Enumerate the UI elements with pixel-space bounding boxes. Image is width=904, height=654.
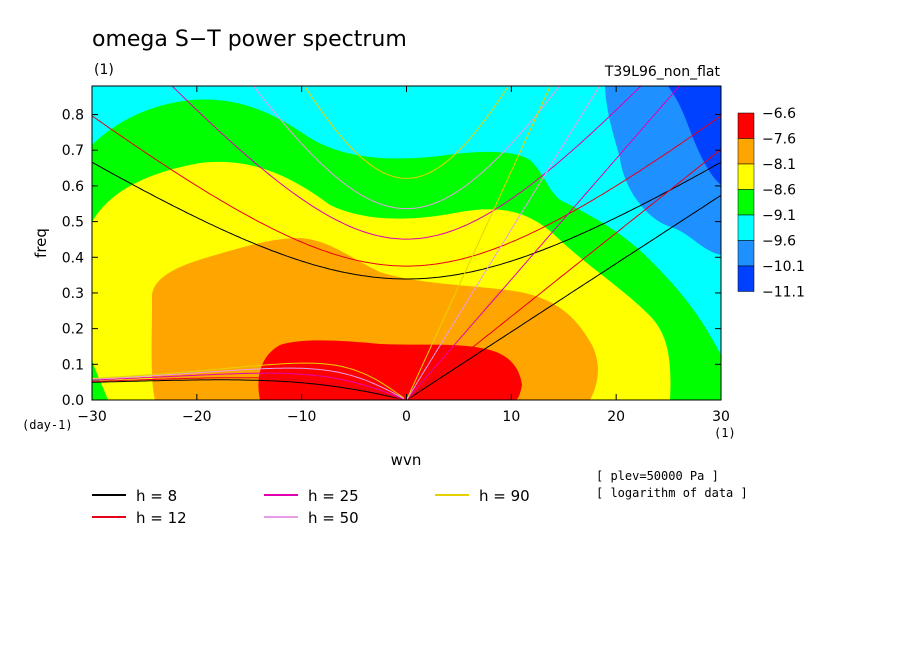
x-axis: −30 −20 −10 0 10 20 30 <box>77 86 730 425</box>
y-tick-label: 0.5 <box>62 215 84 231</box>
x-tick-label: −10 <box>287 409 317 425</box>
x-tick-label: −30 <box>77 409 107 425</box>
colorbar-label: −8.6 <box>762 183 796 199</box>
colorbar-swatch <box>737 112 755 139</box>
y-axis: 0.0 0.1 0.2 0.3 0.4 0.5 0.6 0.7 0.8 <box>62 108 721 409</box>
legend-label: h = 8 <box>136 487 177 505</box>
gravity-wave-curve <box>92 161 721 280</box>
colorbar-swatch <box>737 214 755 241</box>
colorbar-label: −9.6 <box>762 234 796 250</box>
note-plev: [ plev=50000 Pa ] <box>596 469 719 483</box>
kelvin-curve <box>406 86 681 400</box>
legend-label: h = 25 <box>308 487 359 505</box>
note-logarithm: [ logarithm of data ] <box>596 486 748 500</box>
y-tick-label: 0.8 <box>62 108 84 124</box>
rossby-curve <box>92 367 405 400</box>
colorbar-label: −10.1 <box>762 259 805 275</box>
dispersion-curves <box>92 86 721 400</box>
colorbar-swatch <box>737 265 755 292</box>
y-tick-label: 0.1 <box>62 357 84 373</box>
x-tick-label: 10 <box>502 409 520 425</box>
x-tick-label: −20 <box>182 409 212 425</box>
x-tick-label: 30 <box>712 409 730 425</box>
colorbar-label: −11.1 <box>762 285 805 301</box>
kelvin-curve <box>406 148 721 400</box>
colorbar-label: −7.6 <box>762 132 796 148</box>
kelvin-curve <box>406 86 551 400</box>
kelvin-curve <box>406 194 721 400</box>
kelvin-curve <box>406 86 601 400</box>
rossby-curve <box>92 372 405 400</box>
legend-label: h = 12 <box>136 509 187 527</box>
unit-label: (1) <box>94 62 114 78</box>
x-tick-label: 0 <box>402 409 411 425</box>
y-tick-label: 0.6 <box>62 179 84 195</box>
y-tick-label: 0.0 <box>62 393 84 409</box>
x-axis-unit: (1) <box>714 426 736 440</box>
colorbar-swatch <box>737 138 755 165</box>
colorbar-label: −9.1 <box>762 208 796 224</box>
rossby-curve <box>92 377 405 400</box>
legend: h = 8 h = 12 h = 25 h = 50 h = 90 <box>92 487 530 527</box>
colorbar-swatch <box>737 163 755 190</box>
colorbar-swatch <box>737 189 755 216</box>
y-tick-label: 0.2 <box>62 322 84 338</box>
y-tick-label: 0.4 <box>62 250 84 266</box>
y-axis-label: freq <box>32 228 50 258</box>
gravity-wave-curve <box>171 86 642 240</box>
rossby-curve <box>92 362 405 399</box>
y-tick-label: 0.3 <box>62 286 84 302</box>
experiment-label: T39L96_non_flat <box>604 64 721 80</box>
gravity-wave-curve <box>304 86 509 179</box>
y-tick-label: 0.7 <box>62 143 84 159</box>
gravity-wave-curve <box>252 86 561 210</box>
legend-label: h = 50 <box>308 509 359 527</box>
colorbar: −6.6 −7.6 −8.1 −8.6 −9.1 −9.6 −10.1 −11.1 <box>737 106 805 301</box>
x-tick-label: 20 <box>607 409 625 425</box>
chart-title: omega S−T power spectrum <box>92 27 407 52</box>
colorbar-swatch <box>737 240 755 267</box>
plot-area <box>92 86 721 400</box>
colorbar-label: −8.1 <box>762 157 796 173</box>
y-axis-unit: (day-1) <box>22 418 73 432</box>
x-axis-label: wvn <box>391 451 422 469</box>
legend-label: h = 90 <box>479 487 530 505</box>
colorbar-label: −6.6 <box>762 106 796 122</box>
rossby-curve <box>92 379 404 400</box>
gravity-wave-curve <box>92 115 721 267</box>
